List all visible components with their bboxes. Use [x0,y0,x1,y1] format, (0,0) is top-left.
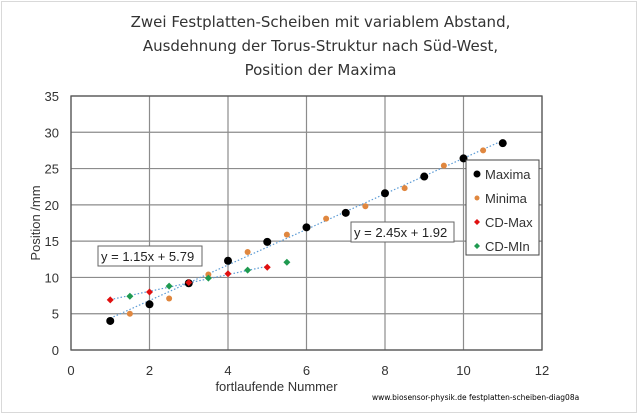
data-point-minima [126,310,133,317]
data-point-minima [283,231,290,238]
data-point-maxima [341,208,350,217]
x-tick-label: 2 [146,363,153,378]
data-point-minima [244,249,251,256]
chart-title-line-1: Zwei Festplatten-Scheiben mit variablem … [130,13,511,31]
data-point-cd-min [126,292,134,300]
data-point-cd-max [263,263,271,271]
plot-border [70,95,543,351]
data-point-cd-min [283,258,291,266]
data-point-maxima [498,139,507,148]
trendline-equation: y = 2.45x + 1.92 [354,225,447,240]
x-tick-label: 10 [456,363,470,378]
legend-marker [474,243,480,249]
data-point-cd-max [185,279,193,287]
data-point-cd-min [165,282,173,290]
y-tick-label: 25 [45,162,59,177]
trendline-equation: y = 1.15x + 5.79 [101,249,194,264]
data-point-minima [205,271,212,278]
legend-label: CD-MIn [485,239,530,254]
y-tick-label: 20 [45,198,59,213]
y-axis-label: Position /mm [28,185,43,260]
trendline-label-box [350,221,455,243]
y-tick-label: 5 [52,307,59,322]
data-point-cd-max [146,288,153,296]
x-tick-label: 0 [67,363,74,378]
x-axis-label: fortlaufende Nummer [215,379,338,394]
chart-title-line-3: Position der Maxima [244,61,397,79]
data-point-cd-max [106,296,114,304]
x-tick-label: 8 [381,363,388,378]
footer-credit: www.biosensor-physik.de festplatten-sche… [372,393,580,402]
y-tick-label: 10 [45,270,59,285]
data-point-minima [480,147,487,154]
data-point-cd-min [244,266,252,274]
y-tick-label: 15 [45,234,59,249]
data-point-cd-max [224,270,232,278]
legend-label: CD-Max [485,215,533,230]
legend-marker [473,170,481,178]
y-tick-label: 35 [45,89,59,104]
chart-frame [1,1,637,413]
trendline [110,265,268,301]
legend-marker [474,195,480,201]
data-point-maxima [106,316,115,325]
data-point-minima [166,295,173,302]
y-tick-label: 0 [52,343,59,358]
x-tick-label: 6 [303,363,310,378]
data-point-maxima [145,300,154,309]
legend-marker [474,219,480,225]
y-tick-label: 30 [45,125,59,140]
data-point-maxima [302,223,311,232]
data-point-maxima [263,237,272,246]
data-point-minima [362,203,369,210]
x-tick-label: 4 [224,363,231,378]
x-tick-label: 12 [535,363,549,378]
legend-label: Maxima [485,167,531,182]
data-point-maxima [224,256,232,265]
data-point-minima [440,162,447,169]
data-point-cd-min [204,274,212,282]
data-point-minima [323,215,330,222]
data-point-minima [401,185,408,192]
data-point-maxima [420,172,429,181]
trendline-label-box [97,245,203,267]
chart-title-line-2: Ausdehnung der Torus-Struktur nach Süd-W… [142,37,499,55]
data-point-maxima [381,189,389,198]
legend-label: Minima [485,191,528,206]
